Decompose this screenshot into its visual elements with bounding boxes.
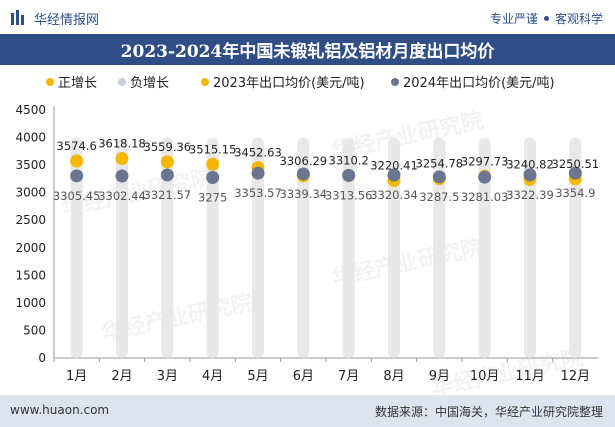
footer: www.huaon.com 数据来源：中国海关，华经产业研究院整理 [0, 395, 615, 427]
x-tick-label-0: 1月 [66, 369, 87, 384]
point-2023-1 [115, 152, 129, 166]
footer-website[interactable]: www.huaon.com [10, 403, 110, 417]
y-tick-label-3: 1500 [15, 268, 46, 282]
x-tick-label-3: 4月 [202, 369, 223, 384]
brand-name: 华经情报网 [34, 12, 100, 28]
legend-label-2: 2023年出口均价(美元/吨) [213, 76, 365, 91]
y-tick-label-1: 500 [23, 323, 46, 337]
point-2024-7 [387, 168, 401, 182]
x-tick-label-1: 2月 [111, 369, 132, 384]
label-2023-3: 3515.15 [189, 142, 237, 156]
label-2023-0: 3574.6 [57, 139, 97, 153]
footer-source: 数据来源：中国海关，华经产业研究院整理 [374, 405, 603, 419]
brand-logo-icon [11, 10, 24, 25]
x-tick-label-5: 6月 [293, 369, 314, 384]
tagline: 专业严谨 客观科学 [490, 10, 603, 27]
point-2024-10 [523, 168, 537, 182]
legend-label-3: 2024年出口均价(美元/吨) [403, 76, 555, 91]
x-tick-label-7: 8月 [383, 369, 404, 384]
label-2023-5: 3306.29 [280, 154, 328, 168]
label-2024-1: 3302.44 [98, 189, 146, 203]
growth-bar-4 [252, 137, 264, 358]
legend-label-0: 正增长 [58, 76, 97, 91]
tagline-1: 专业严谨 [489, 12, 538, 26]
growth-bar-3 [206, 137, 219, 358]
chart: 正增长 负增长 2023年出口均价(美元/吨) 2024年出口均价(美元/吨) 0 500… [15, 76, 600, 384]
x-tick-label-4: 5月 [247, 369, 268, 384]
label-2023-6: 3310.2 [329, 154, 369, 168]
growth-bar-5 [297, 137, 310, 358]
label-2024-4: 3353.57 [234, 186, 282, 200]
legend-label-1: 负增长 [130, 76, 169, 91]
label-2024-6: 3313.56 [325, 188, 373, 202]
legend-marker-1 [118, 78, 126, 86]
tagline-dot-icon [543, 16, 549, 21]
x-tick-label-9: 10月 [470, 369, 500, 384]
label-2023-2: 3559.36 [144, 140, 192, 154]
point-2024-1 [115, 169, 129, 183]
point-2024-0 [70, 169, 84, 183]
label-2024-11: 3354.9 [555, 186, 595, 200]
legend-marker-2 [201, 78, 209, 86]
x-tick-label-10: 11月 [515, 369, 545, 384]
y-tick-label-6: 3000 [15, 186, 46, 200]
point-2024-4 [251, 166, 265, 180]
y-tick-label-8: 4000 [15, 131, 46, 145]
label-2023-7: 3220.41 [370, 159, 418, 173]
y-tick-label-2: 1000 [15, 296, 46, 310]
label-2024-3: 3275 [198, 191, 227, 205]
label-2024-2: 3321.57 [144, 188, 192, 202]
legend-marker-0 [46, 78, 54, 86]
y-tick-label-7: 3500 [15, 158, 46, 172]
x-tick-label-2: 3月 [157, 369, 178, 384]
growth-bar-2 [161, 137, 174, 358]
top-bar: 华经情报网 专业严谨 客观科学 [0, 0, 615, 34]
label-2024-8: 3287.5 [419, 190, 459, 204]
y-tick-label-0: 0 [38, 351, 46, 365]
point-2024-2 [160, 168, 174, 182]
point-2023-3 [206, 157, 220, 171]
growth-bar-11 [569, 137, 582, 358]
x-tick-label-11: 12月 [561, 369, 591, 384]
point-2024-11 [568, 166, 582, 180]
point-2024-8 [432, 170, 446, 184]
growth-bar-10 [524, 137, 536, 358]
label-2024-0: 3305.45 [53, 189, 101, 203]
growth-bar-6 [342, 137, 355, 358]
point-2023-0 [70, 154, 84, 168]
y-tick-label-5: 2500 [15, 213, 46, 227]
y-tick-label-4: 2000 [15, 241, 46, 255]
x-tick-label-6: 7月 [338, 369, 359, 384]
growth-bar-8 [433, 137, 446, 358]
label-2023-11: 3250.51 [552, 157, 600, 171]
point-2024-9 [478, 170, 492, 184]
x-tick-label-8: 9月 [429, 369, 450, 384]
label-2023-1: 3618.18 [98, 137, 146, 151]
chart-title: 2023-2024年中国未锻轧铝及铝材月度出口均价 [120, 42, 495, 62]
growth-bar-0 [70, 137, 83, 358]
label-2023-8: 3254.78 [416, 157, 464, 171]
legend-marker-3 [391, 78, 399, 86]
brand: 华经情报网 [10, 9, 100, 28]
tagline-2: 客观科学 [554, 12, 603, 26]
growth-bar-7 [388, 137, 400, 358]
growth-bar-1 [116, 137, 128, 358]
point-2024-6 [342, 168, 356, 182]
label-2024-10: 3322.39 [506, 188, 554, 202]
label-2023-4: 3452.63 [234, 146, 282, 160]
growth-bar-9 [478, 137, 491, 358]
label-2023-10: 3240.82 [506, 157, 554, 171]
label-2024-7: 3320.34 [370, 188, 418, 202]
point-2023-2 [160, 155, 174, 169]
point-2024-5 [296, 167, 310, 181]
label-2024-9: 3281.03 [461, 190, 509, 204]
point-2024-3 [206, 171, 220, 185]
label-2024-5: 3339.34 [280, 187, 328, 201]
y-tick-label-9: 4500 [15, 103, 46, 117]
label-2023-9: 3297.73 [461, 154, 509, 168]
title-bar: 2023-2024年中国未锻轧铝及铝材月度出口均价 [0, 34, 615, 65]
